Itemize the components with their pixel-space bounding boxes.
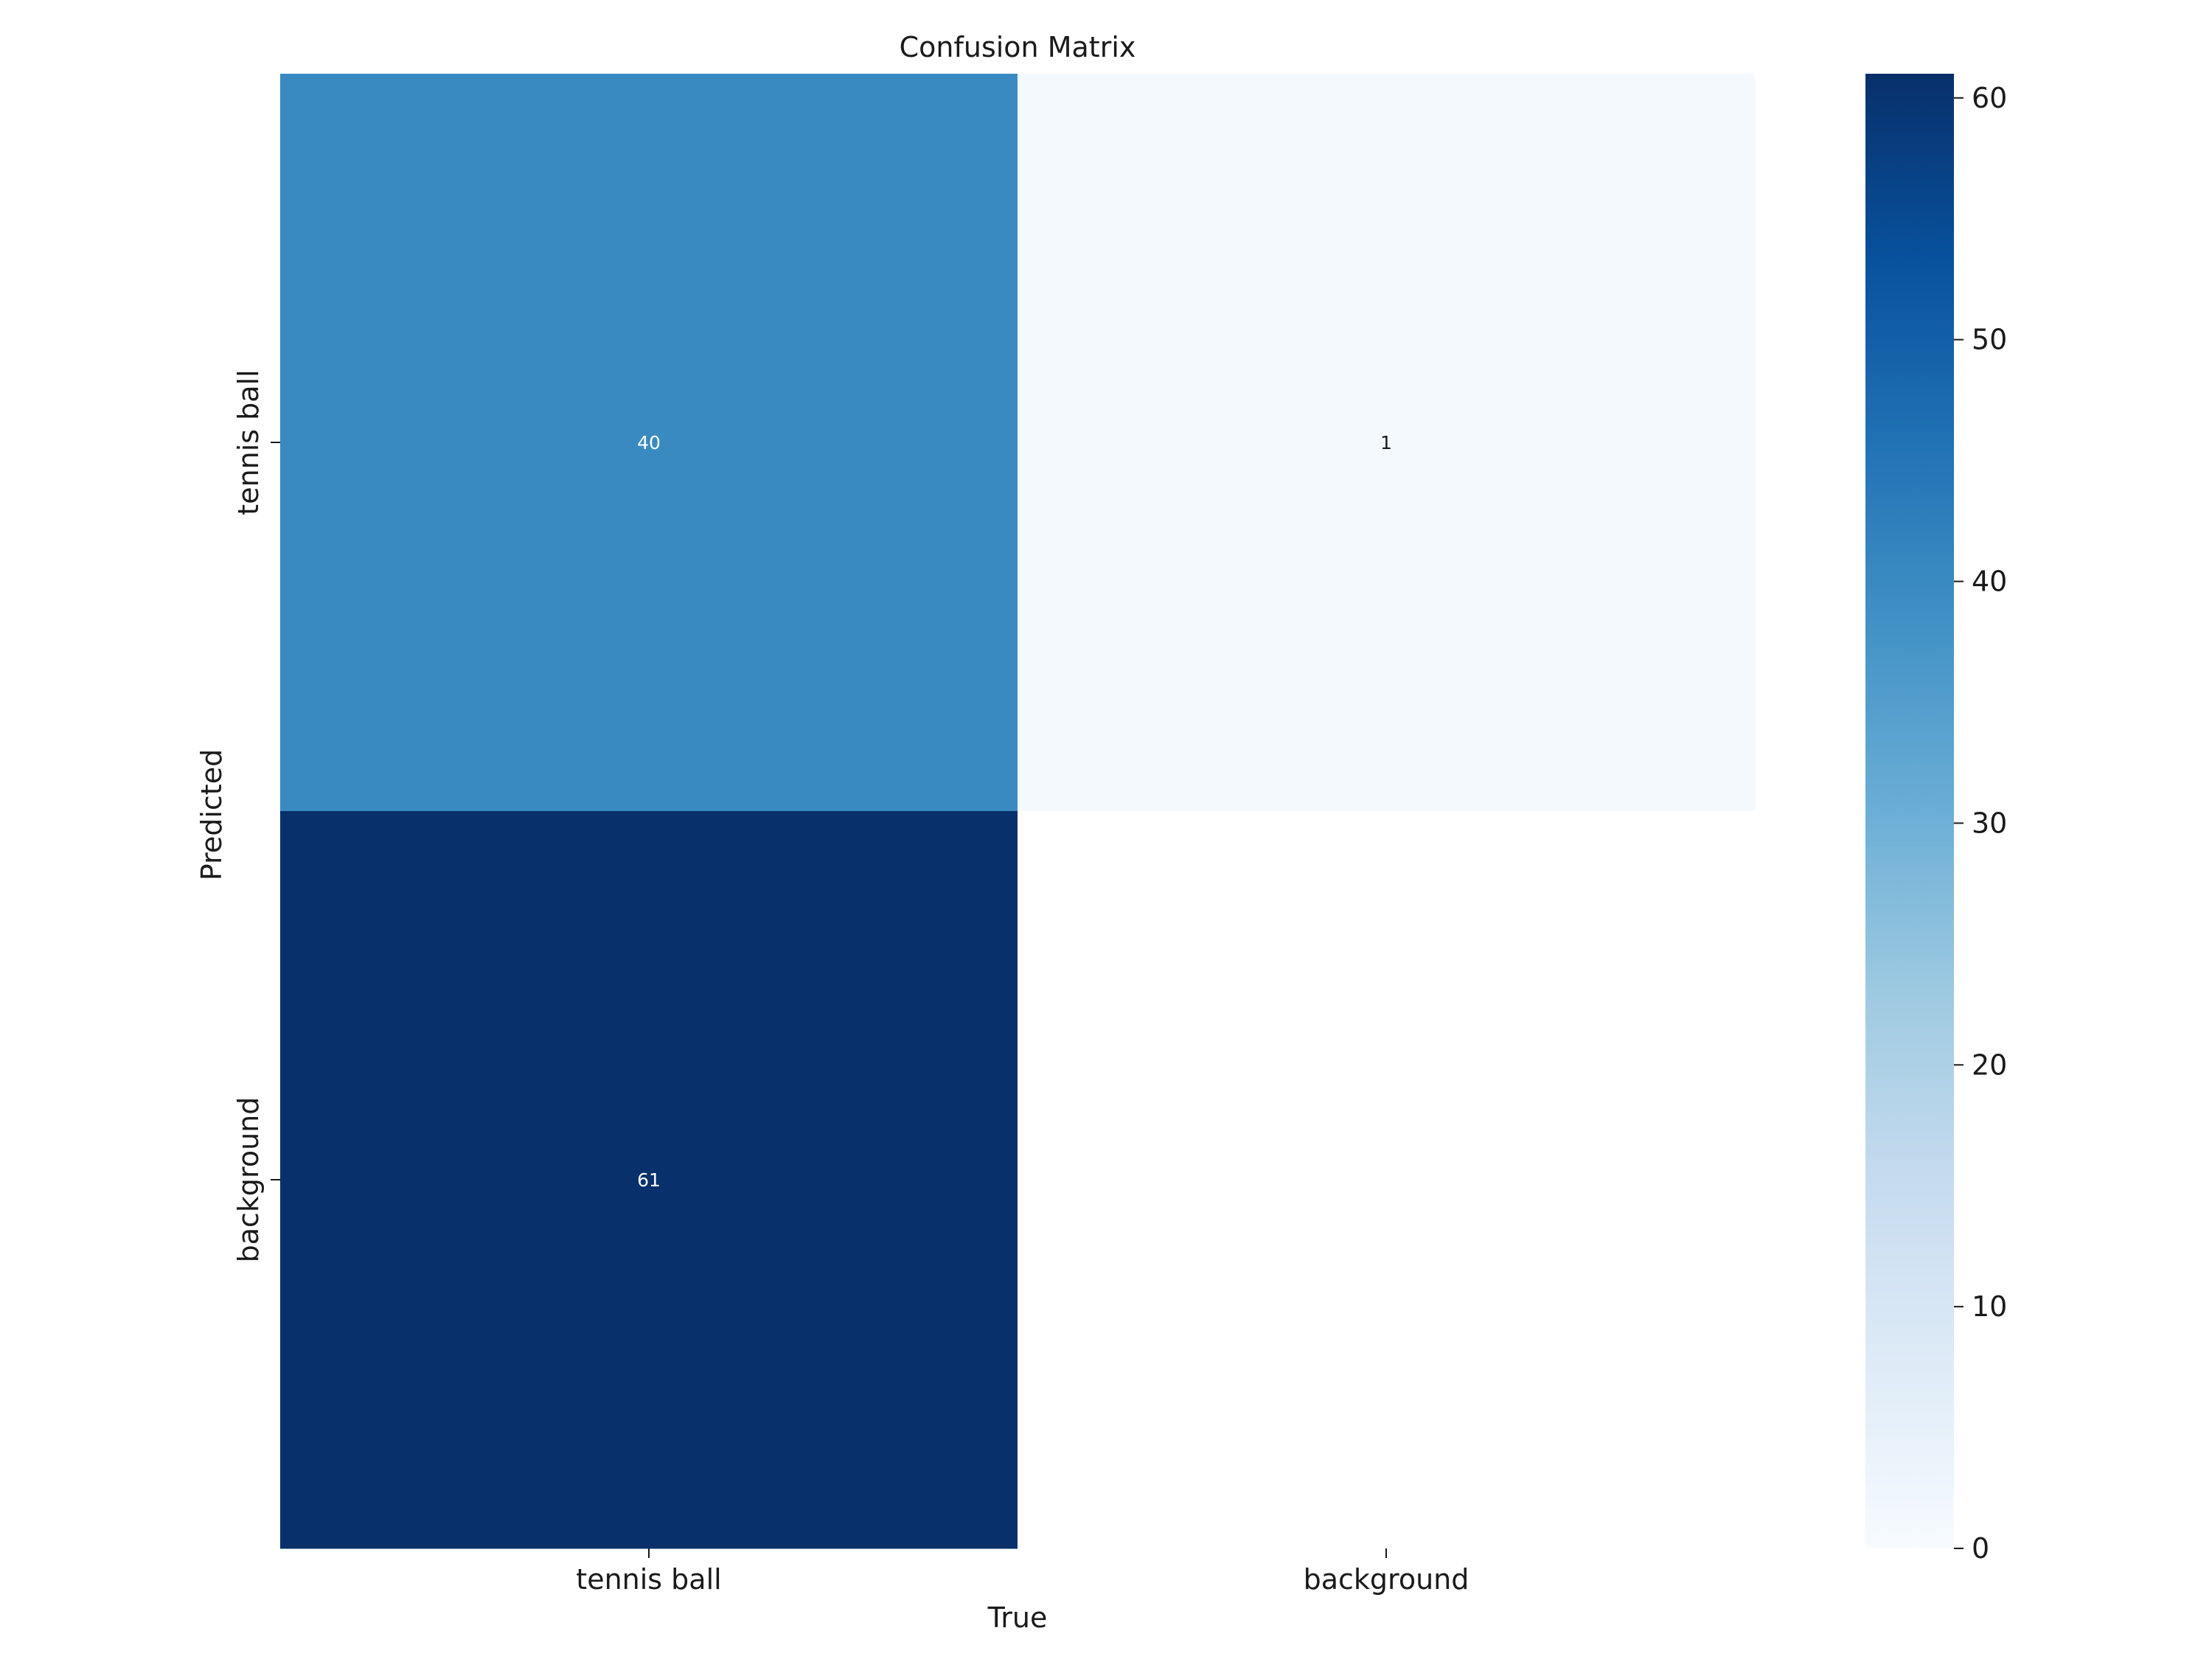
x-tick-label-1: background bbox=[1304, 1563, 1470, 1596]
chart-title: Confusion Matrix bbox=[900, 31, 1136, 63]
heatmap-cell-value-0-1: 1 bbox=[1380, 432, 1392, 453]
heatmap-cell-1-0 bbox=[280, 811, 1018, 1549]
x-axis-label: True bbox=[987, 1601, 1048, 1634]
heatmap-cell-0-0 bbox=[280, 74, 1018, 812]
heatmap-cell-value-1-0: 61 bbox=[637, 1169, 661, 1191]
x-axis-ticks: tennis ball background bbox=[576, 1548, 1469, 1596]
colorbar-tick-label-3: 30 bbox=[1972, 807, 2007, 839]
heatmap-cell-1-1-empty bbox=[1018, 811, 1755, 1548]
colorbar-ticks: 0 10 20 30 40 50 60 bbox=[1954, 82, 2007, 1565]
x-tick-label-0: tennis ball bbox=[576, 1563, 721, 1596]
colorbar-tick-label-2: 20 bbox=[1972, 1048, 2007, 1081]
y-tick-label-0: tennis ball bbox=[232, 369, 265, 515]
colorbar-tick-label-6: 60 bbox=[1972, 82, 2007, 114]
colorbar-tick-label-4: 40 bbox=[1972, 566, 2007, 598]
heatmap-cell-labels: 40 1 61 bbox=[637, 432, 1392, 1191]
colorbar bbox=[1865, 74, 1954, 1548]
y-axis-label: Predicted bbox=[195, 749, 228, 880]
colorbar-tick-label-5: 50 bbox=[1972, 324, 2007, 356]
heatmap-cell-0-1 bbox=[1018, 74, 1756, 812]
y-tick-label-1: background bbox=[232, 1097, 265, 1263]
colorbar-tick-label-1: 10 bbox=[1972, 1290, 2007, 1323]
colorbar-tick-label-0: 0 bbox=[1972, 1532, 1989, 1565]
y-axis-ticks: tennis ball background bbox=[232, 369, 280, 1262]
heatmap-cell-value-0-0: 40 bbox=[637, 432, 661, 453]
heatmap-cells bbox=[280, 74, 1756, 1549]
